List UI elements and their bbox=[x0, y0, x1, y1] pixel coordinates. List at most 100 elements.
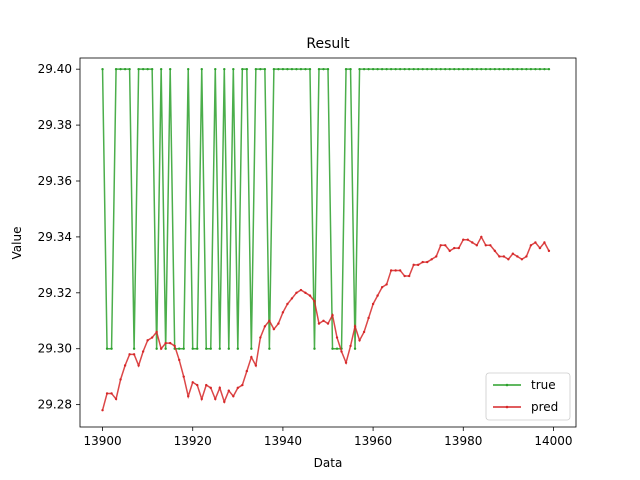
data-point-pred bbox=[529, 244, 533, 247]
data-point-pred bbox=[254, 364, 258, 367]
data-point-pred bbox=[353, 325, 357, 328]
data-point-true bbox=[412, 67, 415, 71]
data-point-true bbox=[493, 67, 497, 71]
data-point-pred bbox=[227, 389, 230, 392]
data-point-pred bbox=[367, 316, 370, 320]
y-tick-label: 29.28 bbox=[38, 398, 72, 412]
data-point-true bbox=[529, 67, 533, 71]
data-point-pred bbox=[435, 255, 438, 258]
data-point-true bbox=[132, 347, 136, 350]
data-point-true bbox=[389, 67, 393, 71]
data-point-pred bbox=[268, 319, 271, 322]
data-point-true bbox=[398, 67, 402, 71]
data-point-pred bbox=[277, 322, 280, 325]
data-point-true bbox=[150, 67, 154, 71]
data-point-pred bbox=[412, 263, 415, 267]
data-point-pred bbox=[389, 269, 393, 272]
data-point-pred bbox=[232, 395, 235, 398]
data-point-pred bbox=[538, 246, 542, 250]
data-point-pred bbox=[471, 241, 474, 244]
data-point-true bbox=[380, 67, 384, 71]
data-point-true bbox=[290, 67, 294, 71]
data-point-pred bbox=[308, 294, 312, 297]
data-point-true bbox=[407, 67, 411, 71]
series-line-pred bbox=[101, 235, 550, 411]
data-point-pred bbox=[295, 291, 298, 295]
data-point-pred bbox=[123, 364, 127, 367]
x-tick-label: 13980 bbox=[444, 434, 482, 448]
data-point-pred bbox=[173, 344, 176, 348]
data-point-true bbox=[426, 67, 429, 71]
data-point-true bbox=[168, 67, 172, 71]
data-point-true bbox=[385, 67, 388, 71]
data-point-pred bbox=[182, 375, 185, 378]
data-point-true bbox=[435, 67, 438, 71]
data-point-pred bbox=[335, 336, 339, 339]
data-point-pred bbox=[110, 392, 113, 395]
data-point-true bbox=[105, 347, 109, 350]
data-point-pred bbox=[218, 386, 221, 390]
data-point-pred bbox=[344, 361, 348, 364]
data-point-true bbox=[200, 67, 203, 71]
data-point-true bbox=[155, 347, 158, 350]
data-point-pred bbox=[128, 353, 131, 356]
x-axis: 13900 13920 13940 13960 13980 14000 bbox=[83, 427, 573, 448]
x-tick-label: 13900 bbox=[83, 434, 121, 448]
data-point-pred bbox=[205, 383, 208, 387]
data-point-pred bbox=[358, 339, 361, 342]
data-point-pred bbox=[326, 322, 330, 325]
data-point-true bbox=[520, 67, 524, 71]
data-point-pred bbox=[105, 392, 109, 395]
data-point-pred bbox=[516, 255, 519, 258]
data-point-true bbox=[308, 67, 312, 71]
data-point-true bbox=[421, 67, 424, 71]
legend-label-true: true bbox=[531, 378, 556, 392]
series-pred bbox=[101, 235, 551, 412]
data-point-true bbox=[353, 347, 357, 350]
data-point-pred bbox=[362, 330, 366, 334]
data-point-true bbox=[128, 67, 131, 71]
legend-label-pred: pred bbox=[531, 400, 558, 414]
data-point-pred bbox=[543, 241, 546, 244]
data-point-true bbox=[259, 67, 262, 71]
data-point-true bbox=[538, 67, 542, 71]
data-point-pred bbox=[150, 336, 154, 339]
data-point-true bbox=[326, 67, 330, 71]
data-point-true bbox=[299, 67, 303, 71]
plot-area bbox=[101, 67, 551, 412]
data-point-true bbox=[205, 347, 208, 350]
data-point-pred bbox=[493, 249, 497, 253]
data-point-true bbox=[471, 67, 474, 71]
data-point-true bbox=[241, 67, 244, 71]
data-point-true bbox=[376, 67, 379, 71]
data-point-true bbox=[516, 67, 519, 71]
data-point-pred bbox=[398, 269, 402, 272]
data-point-true bbox=[159, 67, 163, 71]
data-point-pred bbox=[502, 255, 506, 258]
data-point-true bbox=[367, 67, 370, 71]
data-point-true bbox=[466, 67, 469, 71]
data-point-pred bbox=[299, 288, 303, 292]
data-point-pred bbox=[371, 302, 375, 306]
data-point-pred bbox=[141, 350, 145, 353]
data-point-pred bbox=[313, 300, 316, 303]
data-point-true bbox=[268, 347, 271, 350]
data-point-true bbox=[484, 67, 488, 71]
data-point-true bbox=[119, 67, 122, 71]
data-point-true bbox=[317, 67, 321, 71]
data-point-true bbox=[344, 67, 348, 71]
data-point-pred bbox=[547, 249, 551, 253]
data-point-true bbox=[349, 67, 352, 71]
data-point-true bbox=[141, 67, 145, 71]
x-tick-label: 14000 bbox=[534, 434, 572, 448]
data-point-true bbox=[123, 67, 127, 71]
y-tick-label: 29.30 bbox=[38, 342, 72, 356]
data-point-true bbox=[182, 347, 185, 350]
data-point-true bbox=[335, 347, 339, 350]
data-point-true bbox=[254, 67, 258, 71]
data-point-true bbox=[245, 67, 249, 71]
data-point-pred bbox=[272, 327, 276, 331]
data-point-pred bbox=[480, 235, 483, 239]
data-point-pred bbox=[475, 244, 478, 247]
